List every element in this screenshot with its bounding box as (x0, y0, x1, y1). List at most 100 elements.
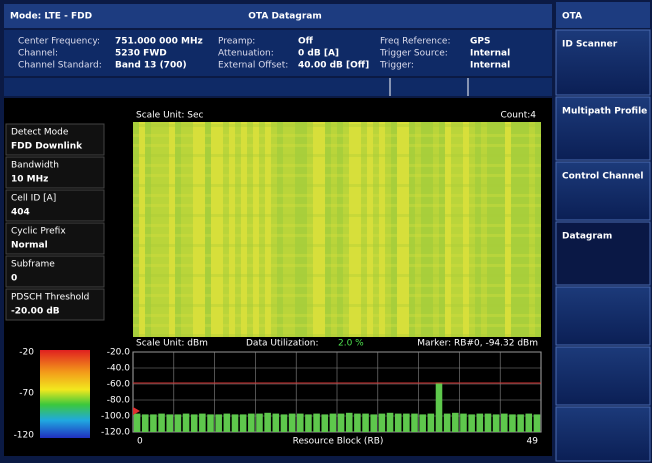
bar (224, 414, 231, 432)
bar (321, 414, 328, 432)
bar (501, 414, 508, 432)
menu-label: Control Channel (562, 172, 643, 182)
info-value: Off (298, 37, 314, 47)
param-label: Detect Mode (11, 128, 69, 138)
y-tick-label: -40.0 (107, 364, 131, 374)
param-value: 10 MHz (11, 175, 48, 185)
heatmap-row (133, 284, 541, 287)
bar (338, 414, 345, 432)
info-value: Band 13 (700) (115, 61, 187, 71)
menu-button[interactable] (556, 347, 650, 405)
bar (240, 414, 247, 432)
bar (485, 414, 492, 432)
heatmap-row (133, 254, 541, 257)
heatmap-row (133, 204, 541, 207)
heatmap-row (133, 334, 541, 337)
param-label: Bandwidth (11, 161, 59, 171)
info-value: 40.00 dB [Off] (298, 61, 369, 71)
heatmap-row (133, 184, 541, 187)
param-value: 404 (11, 208, 30, 218)
bar (387, 413, 394, 432)
menu-button[interactable] (556, 407, 650, 461)
heatmap-row (133, 304, 541, 307)
heatmap-row (133, 154, 541, 157)
param-label: Subframe (11, 260, 55, 270)
heatmap-row (133, 244, 541, 247)
bar (199, 414, 206, 432)
heatmap-row (133, 324, 541, 327)
chart-unit: Scale Unit: dBm (136, 339, 208, 349)
bar (305, 414, 312, 432)
menu-label: Multipath Profile (562, 107, 647, 117)
heatmap-row (133, 224, 541, 227)
marker: Marker: RB#0, -94.32 dBm (417, 339, 538, 349)
bar (411, 414, 418, 432)
info-value: GPS (470, 37, 490, 47)
bar (191, 414, 198, 432)
bar (256, 414, 263, 432)
info-label: Freq Reference: (380, 37, 451, 47)
info-value: Internal (470, 61, 510, 71)
screen: Mode: LTE - FDD OTA Datagram Center Freq… (0, 0, 652, 463)
heatmap-row (133, 294, 541, 297)
x-axis-label: Resource Block (RB) (293, 437, 384, 447)
param-label: Cyclic Prefix (11, 227, 66, 237)
bar (460, 414, 467, 432)
bar (273, 414, 280, 432)
bar (175, 414, 182, 432)
y-tick-label: -60.0 (107, 380, 131, 390)
info-label: Trigger: (379, 61, 414, 71)
bar (395, 414, 402, 432)
y-tick-label: -100.0 (101, 412, 130, 422)
info-label: External Offset: (218, 61, 288, 71)
color-scale (40, 350, 90, 438)
bar (428, 414, 435, 432)
info-value: 0 dB [A] (298, 49, 339, 59)
info-value: Internal (470, 49, 510, 59)
y-tick-label: -20.0 (107, 348, 131, 358)
status-bar (4, 78, 552, 96)
info-value: 5230 FWD (115, 49, 167, 59)
bar (248, 414, 255, 432)
bar (525, 414, 532, 432)
bar (232, 414, 239, 432)
x-tick-label: 49 (527, 437, 539, 447)
heatmap-row (133, 274, 541, 277)
info-label: Channel: (18, 49, 58, 59)
heatmap-row (133, 314, 541, 317)
menu-button[interactable] (556, 287, 650, 345)
menu-title: OTA (562, 12, 582, 22)
param-value: FDD Downlink (11, 142, 83, 152)
bar (493, 414, 500, 432)
heatmap-row (133, 164, 541, 167)
bar (436, 382, 443, 432)
info-value: 751.000 000 MHz (115, 37, 203, 47)
bar (134, 414, 141, 432)
utilization: 2.0 % (338, 339, 364, 349)
bar (289, 414, 296, 432)
heatmap-unit: Scale Unit: Sec (136, 111, 204, 121)
info-label: Preamp: (218, 37, 255, 47)
heatmap-row (133, 124, 541, 127)
title: OTA Datagram (248, 12, 321, 22)
heatmap-count: Count:4 (501, 111, 537, 121)
bar (362, 414, 369, 432)
info-label: Attenuation: (218, 49, 274, 59)
bar (509, 414, 516, 432)
utilization-label: Data Utilization: (246, 339, 318, 349)
menu-label: Datagram (562, 232, 612, 242)
bar (468, 414, 475, 432)
bar (313, 414, 320, 432)
bar (403, 414, 410, 432)
info-label: Trigger Source: (379, 49, 448, 59)
heatmap-row (133, 214, 541, 217)
bar (150, 414, 157, 432)
bar (534, 414, 541, 432)
bar (166, 414, 173, 432)
param-value: Normal (11, 241, 48, 251)
bar (354, 414, 361, 432)
heatmap-row (133, 134, 541, 137)
bar (517, 414, 524, 432)
scale-label: -70 (19, 389, 34, 399)
mode: Mode: LTE - FDD (10, 12, 92, 22)
